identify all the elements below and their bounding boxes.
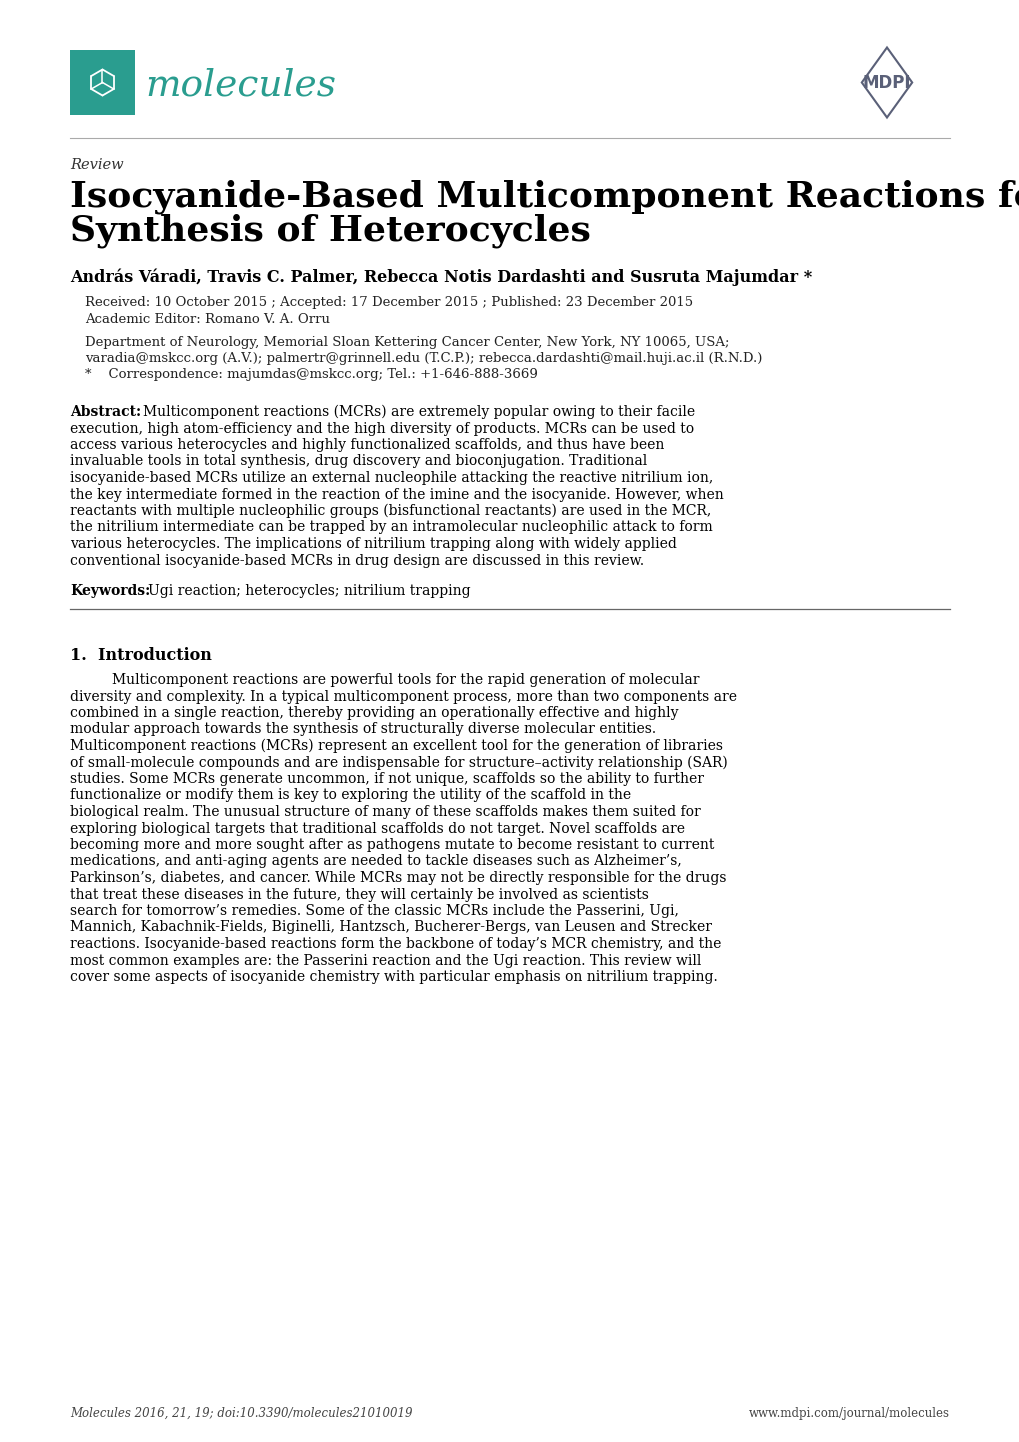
- Text: conventional isocyanide-based MCRs in drug design are discussed in this review.: conventional isocyanide-based MCRs in dr…: [70, 554, 643, 568]
- Text: Abstract:: Abstract:: [70, 405, 141, 420]
- Text: the key intermediate formed in the reaction of the imine and the isocyanide. How: the key intermediate formed in the react…: [70, 487, 723, 502]
- Text: execution, high atom-efficiency and the high diversity of products. MCRs can be : execution, high atom-efficiency and the …: [70, 421, 694, 435]
- Text: varadia@mskcc.org (A.V.); palmertr@grinnell.edu (T.C.P.); rebecca.dardashti@mail: varadia@mskcc.org (A.V.); palmertr@grinn…: [85, 352, 761, 365]
- Text: that treat these diseases in the future, they will certainly be involved as scie: that treat these diseases in the future,…: [70, 887, 648, 901]
- Text: Review: Review: [70, 159, 123, 172]
- Text: 1.  Introduction: 1. Introduction: [70, 647, 212, 663]
- Text: Keywords:: Keywords:: [70, 584, 150, 598]
- Text: reactants with multiple nucleophilic groups (bisfunctional reactants) are used i: reactants with multiple nucleophilic gro…: [70, 505, 710, 518]
- Text: Academic Editor: Romano V. A. Orru: Academic Editor: Romano V. A. Orru: [85, 313, 330, 326]
- Text: access various heterocycles and highly functionalized scaffolds, and thus have b: access various heterocycles and highly f…: [70, 438, 663, 451]
- Text: *    Correspondence: majumdas@mskcc.org; Tel.: +1-646-888-3669: * Correspondence: majumdas@mskcc.org; Te…: [85, 368, 537, 381]
- Text: Isocyanide-Based Multicomponent Reactions for the: Isocyanide-Based Multicomponent Reaction…: [70, 180, 1019, 215]
- Text: the nitrilium intermediate can be trapped by an intramolecular nucleophilic atta: the nitrilium intermediate can be trappe…: [70, 521, 712, 535]
- Text: medications, and anti-aging agents are needed to tackle diseases such as Alzheim: medications, and anti-aging agents are n…: [70, 855, 681, 868]
- Text: modular approach towards the synthesis of structurally diverse molecular entitie: modular approach towards the synthesis o…: [70, 722, 655, 737]
- Text: various heterocycles. The implications of nitrilium trapping along with widely a: various heterocycles. The implications o…: [70, 536, 677, 551]
- Text: www.mdpi.com/journal/molecules: www.mdpi.com/journal/molecules: [748, 1407, 949, 1420]
- Text: Multicomponent reactions (MCRs) represent an excellent tool for the generation o: Multicomponent reactions (MCRs) represen…: [70, 738, 722, 753]
- Text: becoming more and more sought after as pathogens mutate to become resistant to c: becoming more and more sought after as p…: [70, 838, 713, 852]
- Text: Received: 10 October 2015 ; Accepted: 17 December 2015 ; Published: 23 December : Received: 10 October 2015 ; Accepted: 17…: [85, 296, 693, 309]
- Text: exploring biological targets that traditional scaffolds do not target. Novel sca: exploring biological targets that tradit…: [70, 822, 685, 835]
- Text: Molecules 2016, 21, 19; doi:10.3390/molecules21010019: Molecules 2016, 21, 19; doi:10.3390/mole…: [70, 1407, 412, 1420]
- Text: combined in a single reaction, thereby providing an operationally effective and : combined in a single reaction, thereby p…: [70, 707, 678, 720]
- Text: search for tomorrow’s remedies. Some of the classic MCRs include the Passerini, : search for tomorrow’s remedies. Some of …: [70, 904, 679, 919]
- Text: Mannich, Kabachnik-Fields, Biginelli, Hantzsch, Bucherer-Bergs, van Leusen and S: Mannich, Kabachnik-Fields, Biginelli, Ha…: [70, 920, 711, 934]
- Text: Synthesis of Heterocycles: Synthesis of Heterocycles: [70, 213, 590, 248]
- Text: molecules: molecules: [145, 68, 335, 104]
- Text: isocyanide-based MCRs utilize an external nucleophile attacking the reactive nit: isocyanide-based MCRs utilize an externa…: [70, 472, 712, 485]
- Text: invaluable tools in total synthesis, drug discovery and bioconjugation. Traditio: invaluable tools in total synthesis, dru…: [70, 454, 647, 469]
- Text: biological realm. The unusual structure of many of these scaffolds makes them su: biological realm. The unusual structure …: [70, 805, 700, 819]
- Text: MDPI: MDPI: [862, 74, 910, 91]
- Text: studies. Some MCRs generate uncommon, if not unique, scaffolds so the ability to: studies. Some MCRs generate uncommon, if…: [70, 771, 703, 786]
- Text: reactions. Isocyanide-based reactions form the backbone of today’s MCR chemistry: reactions. Isocyanide-based reactions fo…: [70, 937, 720, 952]
- Text: functionalize or modify them is key to exploring the utility of the scaffold in : functionalize or modify them is key to e…: [70, 789, 631, 803]
- Text: Multicomponent reactions (MCRs) are extremely popular owing to their facile: Multicomponent reactions (MCRs) are extr…: [143, 405, 694, 420]
- Text: Multicomponent reactions are powerful tools for the rapid generation of molecula: Multicomponent reactions are powerful to…: [112, 673, 699, 686]
- Text: Ugi reaction; heterocycles; nitrilium trapping: Ugi reaction; heterocycles; nitrilium tr…: [148, 584, 470, 598]
- Text: cover some aspects of isocyanide chemistry with particular emphasis on nitrilium: cover some aspects of isocyanide chemist…: [70, 970, 717, 983]
- Text: of small-molecule compounds and are indispensable for structure–activity relatio: of small-molecule compounds and are indi…: [70, 756, 727, 770]
- Text: diversity and complexity. In a typical multicomponent process, more than two com: diversity and complexity. In a typical m…: [70, 689, 737, 704]
- Text: Department of Neurology, Memorial Sloan Kettering Cancer Center, New York, NY 10: Department of Neurology, Memorial Sloan …: [85, 336, 729, 349]
- Text: András Váradi, Travis C. Palmer, Rebecca Notis Dardashti and Susruta Majumdar *: András Váradi, Travis C. Palmer, Rebecca…: [70, 268, 811, 286]
- FancyBboxPatch shape: [70, 50, 135, 115]
- Text: Parkinson’s, diabetes, and cancer. While MCRs may not be directly responsible fo: Parkinson’s, diabetes, and cancer. While…: [70, 871, 726, 885]
- Text: most common examples are: the Passerini reaction and the Ugi reaction. This revi: most common examples are: the Passerini …: [70, 953, 701, 968]
